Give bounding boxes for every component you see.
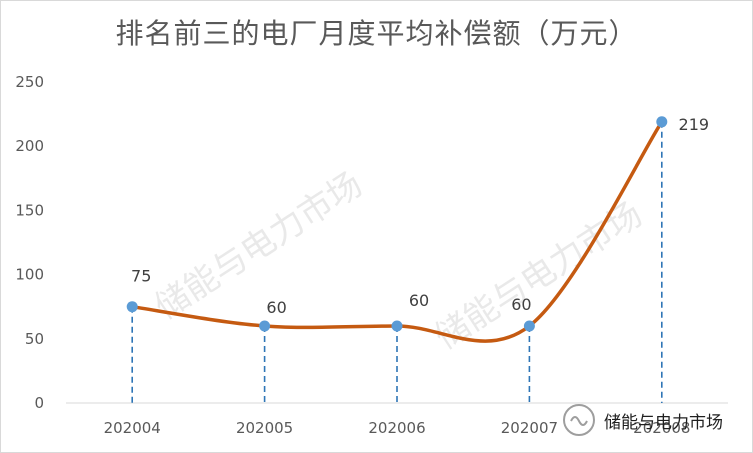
- data-label: 60: [409, 291, 429, 310]
- data-label: 219: [679, 115, 710, 134]
- x-tick-label: 202007: [501, 419, 558, 437]
- series-line: [130, 120, 664, 343]
- y-tick-label: 50: [25, 330, 44, 348]
- x-axis: 202004 202005 202006 202007 202008: [104, 419, 691, 437]
- data-point: [259, 320, 271, 332]
- y-tick-label: 200: [15, 137, 44, 155]
- brand-logo-icon: [563, 404, 595, 436]
- y-tick-label: 0: [34, 394, 44, 412]
- watermark-left: 储能与电力市场: [148, 164, 369, 327]
- y-tick-label: 250: [15, 73, 44, 91]
- x-tick-label: 202008: [633, 419, 690, 437]
- data-label: 75: [131, 267, 151, 286]
- x-tick-label: 202006: [368, 419, 425, 437]
- chart-title: 排名前三的电厂月度平均补偿额（万元）: [115, 17, 638, 50]
- x-tick-label: 202005: [236, 419, 293, 437]
- brand-badge: 储能与电力市场: [560, 400, 723, 440]
- x-tick-label: 202004: [104, 419, 161, 437]
- data-point: [656, 116, 668, 128]
- drop-lines: [131, 121, 663, 403]
- data-points: [126, 116, 668, 332]
- data-point: [126, 301, 138, 313]
- data-label: 60: [511, 295, 531, 314]
- data-labels: 75 60 60 60 219: [131, 115, 709, 317]
- y-tick-label: 150: [15, 201, 44, 219]
- y-tick-label: 100: [15, 266, 44, 284]
- brand-text: 储能与电力市场: [604, 412, 723, 433]
- y-axis: 0 50 100 150 200 250: [15, 73, 44, 412]
- data-point: [523, 320, 535, 332]
- watermark-right: 储能与电力市场: [428, 194, 649, 357]
- data-label: 60: [266, 298, 286, 317]
- data-point: [391, 320, 403, 332]
